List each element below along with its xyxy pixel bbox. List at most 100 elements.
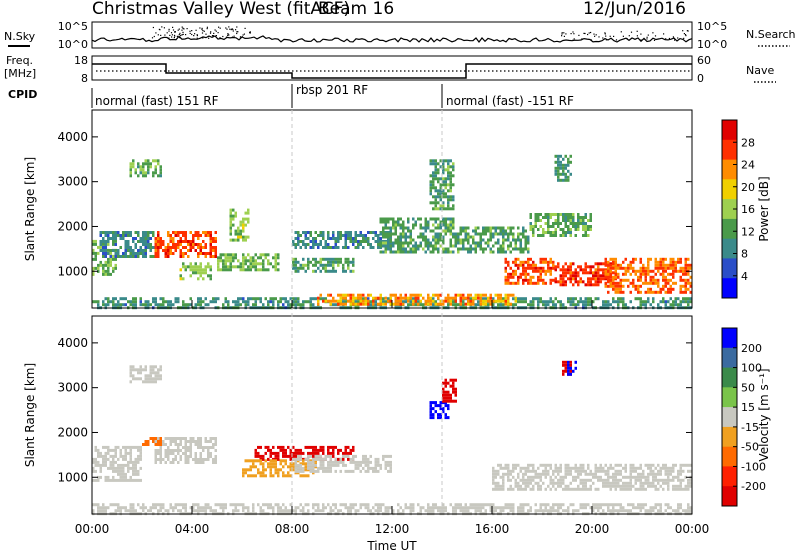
data-cell-3	[197, 237, 200, 240]
data-cell-0	[374, 509, 377, 513]
data-cell-2	[147, 231, 150, 234]
data-cell-14	[602, 274, 605, 278]
data-cell-0	[519, 300, 522, 304]
data-cell-10	[587, 463, 590, 467]
data-cell-15	[604, 260, 607, 264]
data-cell-17	[529, 228, 532, 231]
data-cell-17	[559, 234, 562, 237]
data-cell-3	[139, 365, 142, 369]
data-cell-10	[437, 232, 440, 236]
data-cell-2	[179, 458, 182, 461]
data-cell-17	[589, 213, 592, 216]
data-cell-0	[589, 506, 592, 510]
data-cell-0	[574, 509, 577, 513]
data-cell-10	[654, 487, 657, 491]
data-cell-1	[112, 463, 115, 467]
data-cell-7	[249, 256, 252, 260]
data-cell-18	[332, 299, 335, 303]
nsearch-dot	[171, 34, 173, 36]
data-cell-6	[284, 459, 287, 463]
nsearch-dot	[218, 26, 220, 28]
data-cell-17	[554, 231, 557, 234]
data-cell-10	[649, 463, 652, 467]
data-cell-7	[312, 466, 315, 470]
data-cell-17	[584, 225, 587, 228]
data-cell-7	[349, 457, 352, 461]
data-cell-7	[312, 463, 315, 467]
data-cell-1	[97, 475, 100, 479]
data-cell-15	[664, 284, 667, 288]
data-cell-9	[454, 387, 457, 391]
data-cell-9	[447, 381, 450, 385]
data-cell-10	[384, 235, 387, 239]
data-cell-11	[437, 189, 440, 193]
data-cell-0	[497, 506, 500, 510]
nave-label: Nave	[746, 64, 774, 77]
data-cell-0	[469, 503, 472, 507]
data-cell-7	[374, 457, 377, 461]
data-cell-0	[569, 297, 572, 301]
data-cell-0	[129, 300, 132, 304]
data-cell-9	[442, 393, 445, 397]
data-cell-7	[299, 463, 302, 467]
data-cell-0	[592, 509, 595, 513]
data-cell-15	[687, 263, 690, 267]
data-cell-10	[384, 217, 387, 221]
data-cell-0	[154, 506, 157, 510]
nsearch-dot	[195, 29, 197, 31]
data-cell-6	[257, 459, 260, 463]
data-cell-18	[474, 293, 477, 297]
data-cell-13	[527, 260, 530, 264]
nsearch-dot	[578, 34, 580, 36]
data-cell-10	[394, 238, 397, 242]
data-cell-10	[412, 223, 415, 227]
data-cell-0	[384, 300, 387, 304]
data-cell-18	[397, 296, 400, 300]
nsearch-dot	[620, 31, 622, 33]
data-cell-7	[314, 463, 317, 467]
data-cell-13	[532, 275, 535, 279]
data-cell-9	[372, 237, 375, 240]
data-cell-1	[97, 269, 100, 273]
data-cell-10	[432, 235, 435, 239]
data-cell-0	[664, 303, 667, 307]
y-tick-label: 4000	[57, 336, 88, 350]
data-cell-3	[167, 252, 170, 255]
data-cell-18	[364, 299, 367, 303]
data-cell-17	[584, 231, 587, 234]
data-cell-5	[184, 268, 187, 272]
data-cell-12	[484, 241, 487, 245]
data-cell-2	[107, 237, 110, 240]
data-cell-14	[579, 265, 582, 269]
data-cell-1	[99, 451, 102, 455]
data-cell-16	[557, 166, 560, 170]
data-cell-18	[354, 296, 357, 300]
data-cell-16	[562, 172, 565, 176]
data-cell-9	[362, 246, 365, 249]
data-cell-1	[134, 472, 137, 476]
data-cell-15	[624, 269, 627, 273]
data-cell-10	[649, 472, 652, 476]
data-cell-0	[369, 509, 372, 513]
data-cell-7	[319, 466, 322, 470]
data-cell-10	[607, 469, 610, 473]
data-cell-1	[97, 451, 100, 455]
y-tick-label: 2000	[57, 425, 88, 439]
data-cell-15	[639, 275, 642, 279]
nsearch-dot	[196, 35, 198, 37]
data-cell-17	[574, 228, 577, 231]
data-cell-18	[479, 299, 482, 303]
data-cell-18	[387, 299, 390, 303]
data-cell-2	[144, 246, 147, 249]
data-cell-0	[674, 300, 677, 304]
data-cell-10	[552, 472, 555, 476]
data-cell-1	[129, 478, 132, 482]
data-cell-10	[684, 475, 687, 479]
data-cell-2	[187, 449, 190, 452]
data-cell-7	[334, 460, 337, 464]
data-cell-13	[529, 263, 532, 267]
data-cell-9	[309, 231, 312, 234]
data-cell-17	[559, 228, 562, 231]
data-cell-0	[279, 300, 282, 304]
nsearch-dot	[228, 34, 230, 36]
